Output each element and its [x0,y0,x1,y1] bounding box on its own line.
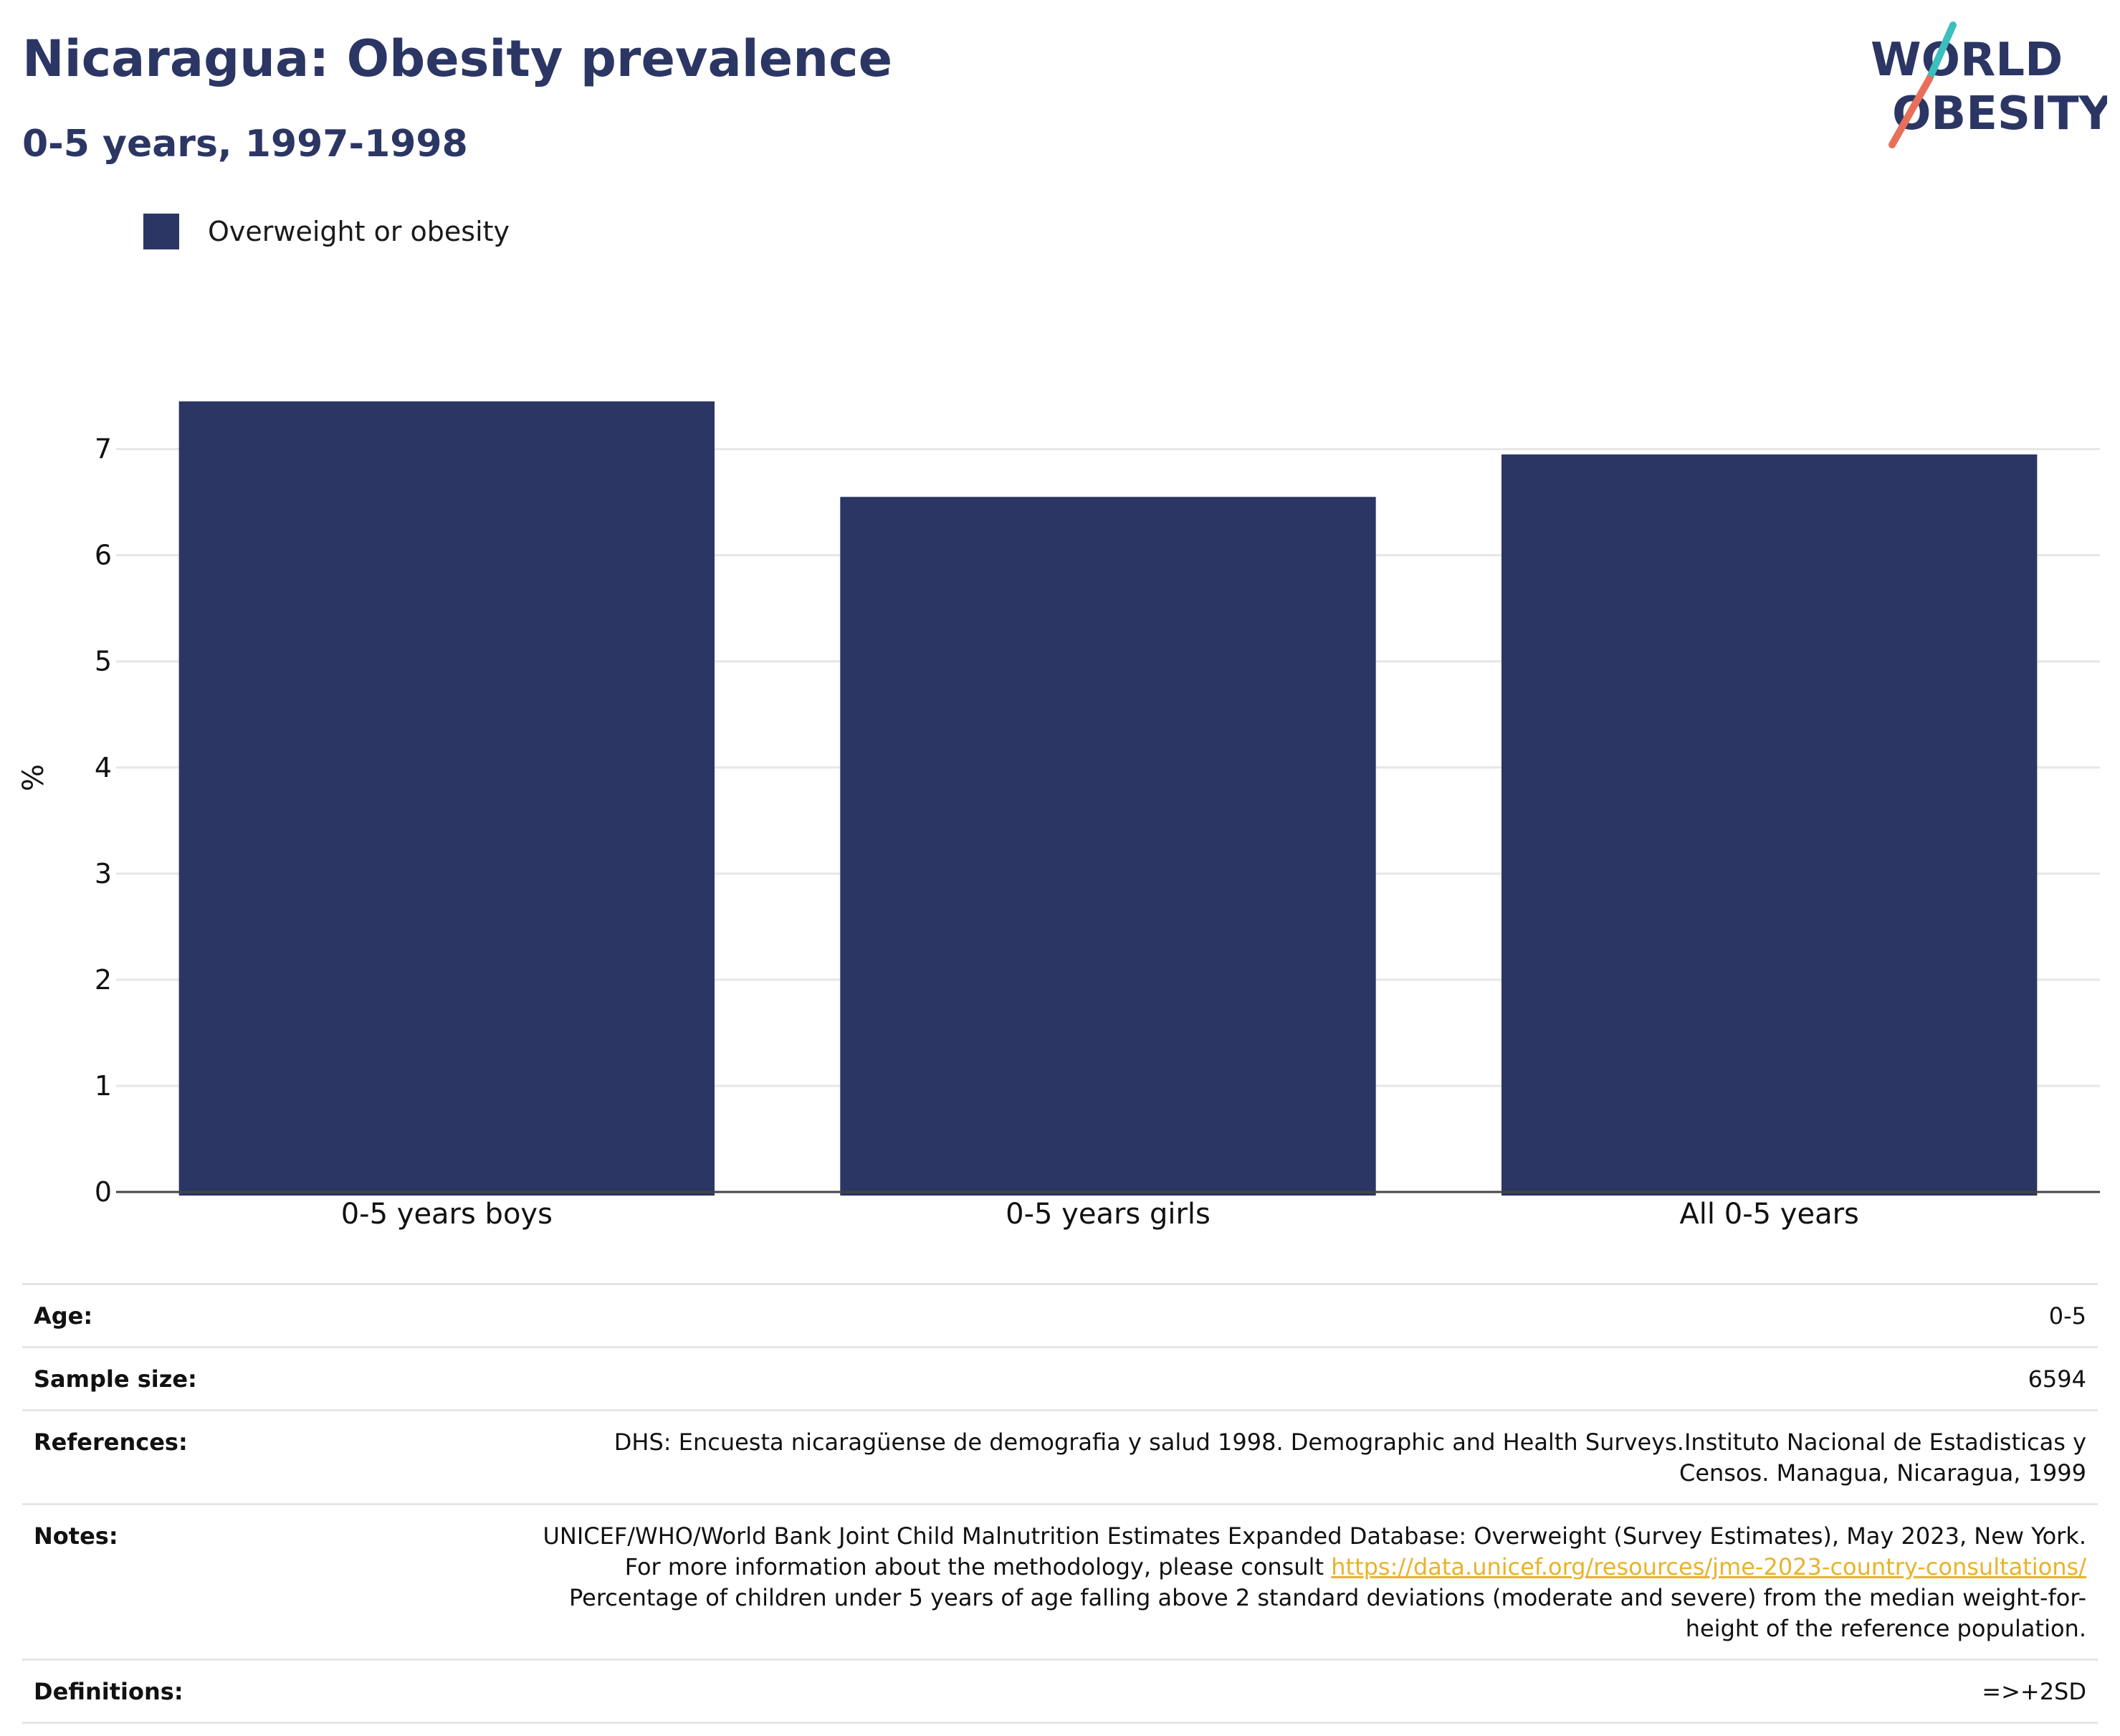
bar[interactable] [178,401,715,1196]
meta-row-references: References: DHS: Encuesta nicaragüense d… [22,1409,2098,1503]
bar[interactable] [1501,454,2038,1196]
y-tick-label: 2 [95,964,112,996]
meta-row-notes: Notes: UNICEF/WHO/World Bank Joint Child… [22,1503,2098,1659]
logo-line2: OBESITY [1892,87,2107,140]
meta-label-sample-size: Sample size: [34,1365,197,1393]
x-tick-label: All 0-5 years [1679,1198,1858,1231]
logo-line1: WORLD [1871,34,2063,87]
y-tick-label: 1 [95,1070,112,1102]
meta-row-sample-size: Sample size: 6594 [22,1346,2098,1409]
y-axis-label: % [17,764,50,791]
chart-legend: Overweight or obesity [143,214,510,249]
bars [178,401,2038,1196]
logo-slash-top [1926,22,1957,82]
x-tick-label: 0-5 years girls [1006,1198,1211,1231]
meta-value-notes: UNICEF/WHO/World Bank Joint Child Malnut… [531,1521,2087,1644]
page-title: Nicaragua: Obesity prevalence [22,29,893,88]
logo-slash-bottom [1889,75,1933,148]
x-tick-labels: 0-5 years boys 0-5 years girls All 0-5 yea… [341,1198,1859,1231]
meta-value-sample-size: 6594 [2028,1365,2086,1393]
notes-link[interactable]: https://data.unicef.org/resources/jme-20… [1331,1553,2086,1580]
y-tick-label: 5 [95,646,112,677]
x-tick-label: 0-5 years boys [341,1198,553,1231]
y-tick-labels: 0 1 2 3 4 5 6 7 [95,434,112,1208]
meta-label-age: Age: [34,1302,93,1330]
meta-label-notes: Notes: [34,1522,118,1550]
legend-swatch [143,214,179,249]
meta-row-age: Age: 0-5 [22,1283,2098,1346]
meta-row-definitions: Definitions: =>+2SD [22,1659,2098,1724]
y-tick-label: 0 [95,1176,112,1208]
meta-label-definitions: Definitions: [34,1678,183,1705]
meta-value-references: DHS: Encuesta nicaragüense de demografia… [613,1429,2086,1487]
meta-value-definitions: =>+2SD [1982,1678,2086,1705]
meta-value-age: 0-5 [2048,1302,2086,1330]
legend-label: Overweight or obesity [208,216,510,247]
bar[interactable] [840,497,1376,1196]
meta-label-references: References: [34,1429,188,1456]
y-tick-label: 3 [95,858,112,890]
bar-chart: 0 1 2 3 4 5 6 7 0-5 years boys 0-5 years girls Al… [17,401,2100,1231]
notes-text-after: Percentage of children under 5 years of … [569,1584,2086,1642]
metadata-table: Age: 0-5 Sample size: 6594 References: D… [22,1283,2098,1724]
notes-text-before: UNICEF/WHO/World Bank Joint Child Malnut… [543,1522,2087,1580]
y-tick-label: 6 [95,540,112,571]
y-tick-label: 7 [95,434,112,465]
page-subtitle: 0-5 years, 1997-1998 [22,123,468,166]
y-tick-label: 4 [95,752,112,783]
world-obesity-logo: WORLD OBESITY [1871,22,2107,148]
